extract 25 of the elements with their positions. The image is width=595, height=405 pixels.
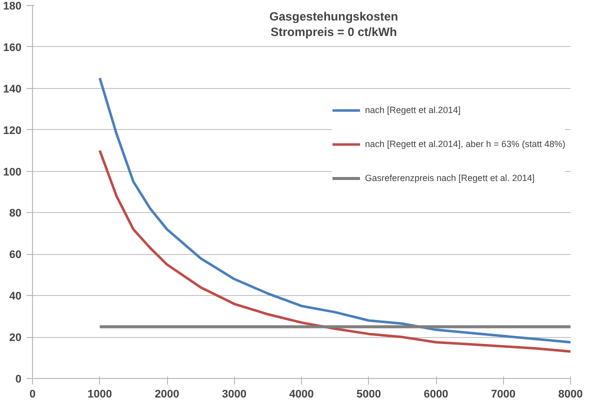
x-tick-label: 0 <box>29 388 36 400</box>
x-tick-label: 3000 <box>222 388 246 400</box>
text: Gasgestehungskosten Strompreis = 0 ct/kWh <box>269 10 398 39</box>
y-tick-label: 60 <box>9 249 22 262</box>
legend-label: nach [Regett et al.2014] <box>365 105 461 115</box>
y-tick-label: 0 <box>15 374 22 386</box>
line-series <box>98 149 570 353</box>
line-series <box>98 76 570 344</box>
x-tick-label: 1000 <box>88 388 112 400</box>
y-tick-label: 40 <box>9 290 22 303</box>
y-tick-label: 140 <box>3 83 22 96</box>
y-tick-label: 180 <box>3 0 22 12</box>
legend-label: Gasreferenzpreis nach [Regett et al. 2014] <box>365 173 535 183</box>
x-tick-label: 7000 <box>491 388 516 400</box>
y-tick-label: 120 <box>3 124 22 137</box>
x-tick-label: 8000 <box>558 388 583 400</box>
x-tick-label: 2000 <box>154 388 180 400</box>
y-tick-label: 160 <box>3 42 22 54</box>
y-tick-label: 100 <box>3 166 22 178</box>
x-tick-label: 5000 <box>356 388 381 400</box>
y-tick-label: 80 <box>9 208 22 220</box>
y-tick-label: 20 <box>9 332 22 344</box>
legend-label: nach [Regett et al.2014], aber h = 63% (statt 48%) <box>365 139 566 149</box>
x-tick-label: 6000 <box>424 388 448 400</box>
x-tick-label: 4000 <box>289 388 314 400</box>
